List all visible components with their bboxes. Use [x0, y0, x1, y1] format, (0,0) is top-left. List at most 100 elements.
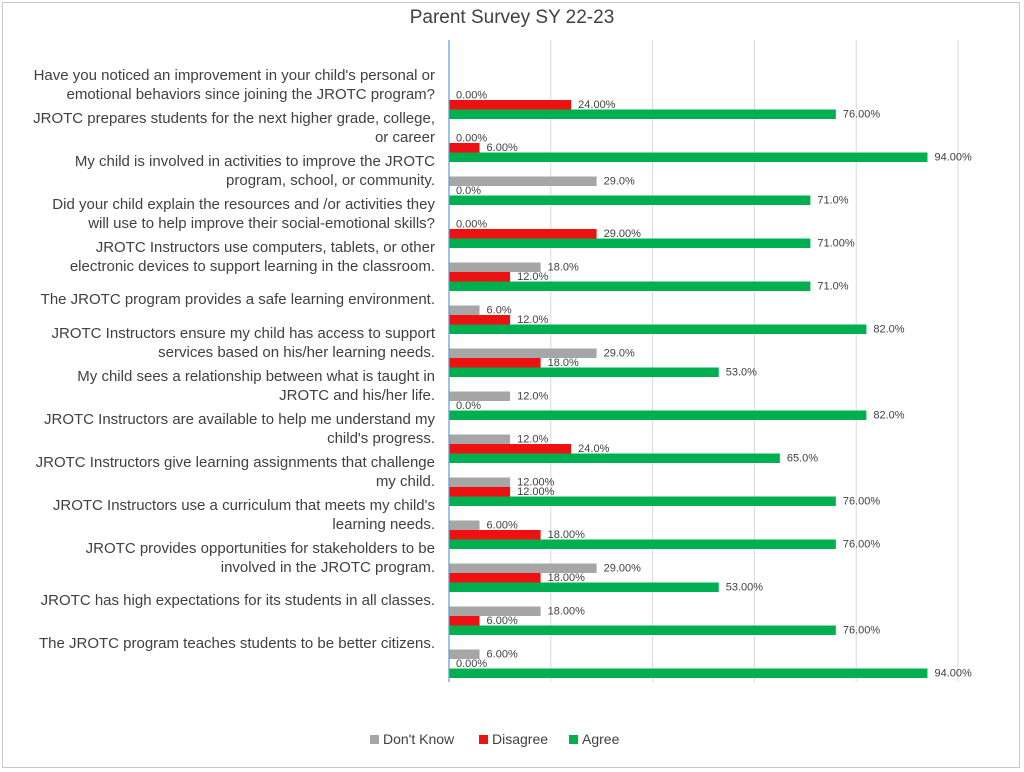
data-label: 29.0% [604, 348, 635, 360]
data-label: 76.00% [843, 625, 881, 637]
data-label: 24.00% [578, 99, 616, 111]
category-label: My child sees a relationship between wha… [77, 368, 435, 404]
category-label: JROTC Instructors use a curriculum that … [53, 497, 435, 533]
data-label: 18.00% [548, 572, 586, 584]
bar-agree [449, 152, 928, 162]
bar-agree [449, 324, 867, 334]
data-label: 71.0% [817, 195, 848, 207]
data-label: 24.0% [578, 443, 609, 455]
data-label: 76.00% [843, 539, 881, 551]
category-label: JROTC has high expectations for its stud… [41, 592, 435, 609]
data-label: 29.0% [604, 176, 635, 188]
chart-title: Parent Survey SY 22-23 [409, 7, 615, 28]
data-label: 53.0% [726, 367, 757, 379]
category-label: JROTC Instructors are available to help … [44, 411, 436, 447]
bar-agree [449, 410, 867, 420]
bar-agree [449, 668, 928, 678]
legend-label: Disagree [492, 731, 548, 747]
bar-agree [449, 625, 836, 635]
bar-don-t-know [449, 563, 597, 573]
bar-disagree [449, 315, 511, 325]
category-label: Have you noticed an improvement in your … [34, 67, 435, 103]
bar-disagree [449, 229, 597, 239]
bar-disagree [449, 444, 572, 454]
data-label: 6.00% [487, 649, 518, 661]
category-label: The JROTC program provides a safe learni… [41, 291, 435, 308]
category-label: JROTC prepares students for the next hig… [33, 110, 435, 146]
legend-swatch [370, 735, 379, 744]
data-label: 6.00% [487, 615, 518, 627]
data-label: 94.00% [934, 152, 972, 164]
data-label: 12.00% [517, 486, 555, 498]
bar-disagree [449, 530, 541, 540]
data-label: 65.0% [787, 453, 818, 465]
data-label: 12.00% [517, 477, 555, 489]
data-label: 18.0% [548, 357, 579, 369]
bar-disagree [449, 100, 572, 110]
bar-agree [449, 238, 811, 248]
bar-disagree [449, 358, 541, 368]
legend-label: Agree [582, 731, 620, 747]
data-label: 76.00% [843, 496, 881, 508]
legend-swatch [569, 735, 578, 744]
category-label: The JROTC program teaches students to be… [39, 635, 435, 652]
data-label: 53.00% [726, 582, 764, 594]
bar-don-t-know [449, 305, 480, 315]
data-label: 0.00% [456, 90, 487, 102]
bar-don-t-know [449, 391, 511, 401]
bar-agree [449, 367, 719, 377]
data-label: 12.0% [517, 271, 548, 283]
bar-disagree [449, 573, 541, 583]
data-label: 71.0% [817, 281, 848, 293]
bar-don-t-know [449, 606, 541, 616]
bar-don-t-know [449, 262, 541, 272]
data-label: 0.0% [456, 185, 481, 197]
data-label: 18.00% [548, 529, 586, 541]
bar-agree [449, 496, 836, 506]
data-label: 18.0% [548, 262, 579, 274]
data-label: 82.0% [873, 324, 904, 336]
data-label: 6.0% [487, 305, 512, 317]
bar-don-t-know [449, 348, 597, 358]
bar-don-t-know [449, 649, 480, 659]
bar-don-t-know [449, 434, 511, 444]
data-label: 94.00% [934, 668, 972, 680]
bar-don-t-know [449, 520, 480, 530]
data-label: 71.00% [817, 238, 855, 250]
bar-agree [449, 195, 811, 205]
category-label: JROTC provides opportunities for stakeho… [86, 540, 435, 576]
category-label: JROTC Instructors give learning assignme… [36, 454, 435, 490]
data-label: 0.00% [456, 658, 487, 670]
bar-disagree [449, 487, 511, 497]
bar-disagree [449, 616, 480, 626]
bar-disagree [449, 272, 511, 282]
bar-agree [449, 281, 811, 291]
bar-don-t-know [449, 477, 511, 487]
data-label: 0.00% [456, 133, 487, 145]
data-label: 29.00% [604, 563, 642, 575]
data-label: 76.00% [843, 109, 881, 121]
category-label: JROTC Instructors ensure my child has ac… [52, 325, 436, 361]
data-label: 18.00% [548, 606, 586, 618]
bar-agree [449, 539, 836, 549]
bar-agree [449, 109, 836, 119]
data-label: 82.0% [873, 410, 904, 422]
data-label: 0.00% [456, 219, 487, 231]
bar-don-t-know [449, 176, 597, 186]
data-label: 12.0% [517, 391, 548, 403]
data-label: 6.00% [487, 142, 518, 154]
category-label: My child is involved in activities to im… [75, 153, 435, 189]
category-label: JROTC Instructors use computers, tablets… [70, 239, 435, 275]
bar-agree [449, 582, 719, 592]
bar-agree [449, 453, 780, 463]
data-label: 6.00% [487, 520, 518, 532]
category-label: Did your child explain the resources and… [52, 196, 435, 232]
bar-disagree [449, 143, 480, 153]
data-label: 29.00% [604, 228, 642, 240]
data-label: 12.0% [517, 434, 548, 446]
data-label: 0.0% [456, 400, 481, 412]
legend-swatch [479, 735, 488, 744]
data-label: 12.0% [517, 314, 548, 326]
